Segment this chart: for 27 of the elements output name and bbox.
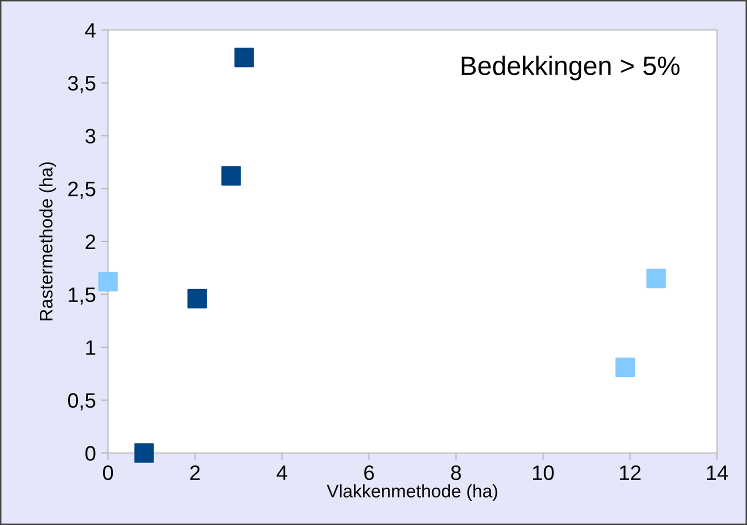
point [646,268,666,288]
y-tick-label: 4 [85,23,96,38]
x-tick-label: 12 [620,465,641,480]
y-tick-label: 1,5 [68,288,96,305]
y-tick-label: 0 [85,446,96,461]
x-tick-label: 6 [364,465,374,480]
annotation: Bedekkingen > 5% [462,56,680,80]
x-axis-title: Vlakkenmethode (ha) [326,484,498,502]
x-tick-label: 0 [103,465,113,480]
point [98,272,118,292]
x-tick-label: 14 [707,466,728,480]
x-tick-label: 2 [190,465,200,480]
y-tick-label: 0,5 [68,393,96,410]
point [615,358,635,378]
point [187,288,207,308]
y-tick-label: 1 [86,340,96,355]
x-tick-label: 4 [276,466,288,480]
y-tick-label: 3,5 [68,76,96,94]
point [134,443,154,463]
point [221,166,241,186]
y-tick-label: 2,5 [68,182,96,199]
y-axis-title: Rastermethode (ha) [39,162,56,320]
x-tick-label: 8 [451,465,461,480]
x-tick-label: 10 [533,465,554,480]
y-tick-label: 2 [86,234,96,250]
y-tick-label: 3 [85,128,96,144]
point [234,48,254,68]
